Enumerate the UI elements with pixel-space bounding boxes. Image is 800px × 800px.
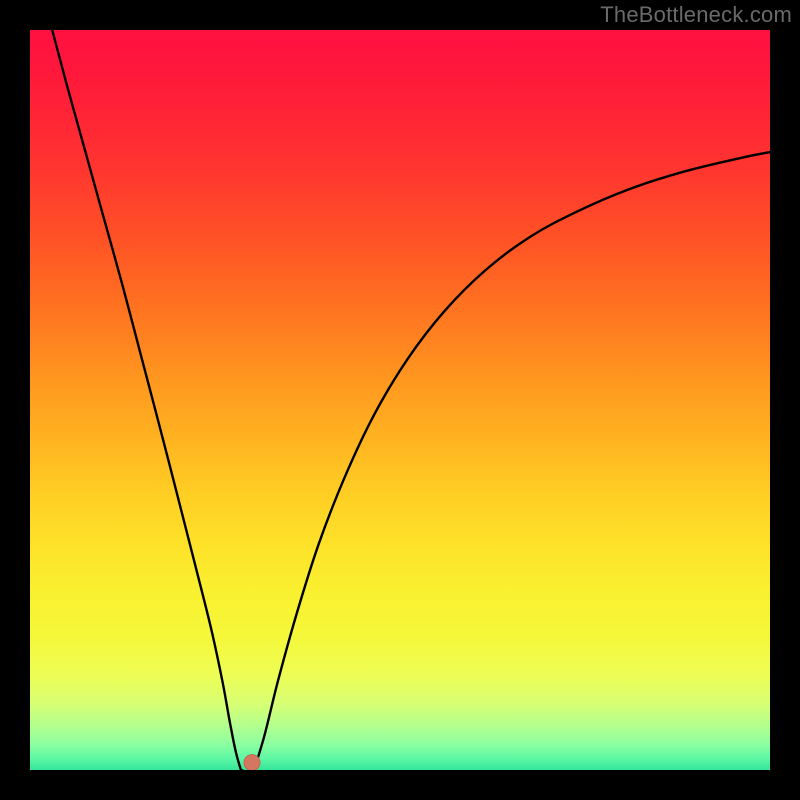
bottleneck-curve-chart: [0, 0, 800, 800]
plot-background: [30, 30, 770, 770]
watermark-label: TheBottleneck.com: [600, 2, 792, 28]
optimal-point-marker: [244, 755, 260, 771]
chart-container: TheBottleneck.com: [0, 0, 800, 800]
